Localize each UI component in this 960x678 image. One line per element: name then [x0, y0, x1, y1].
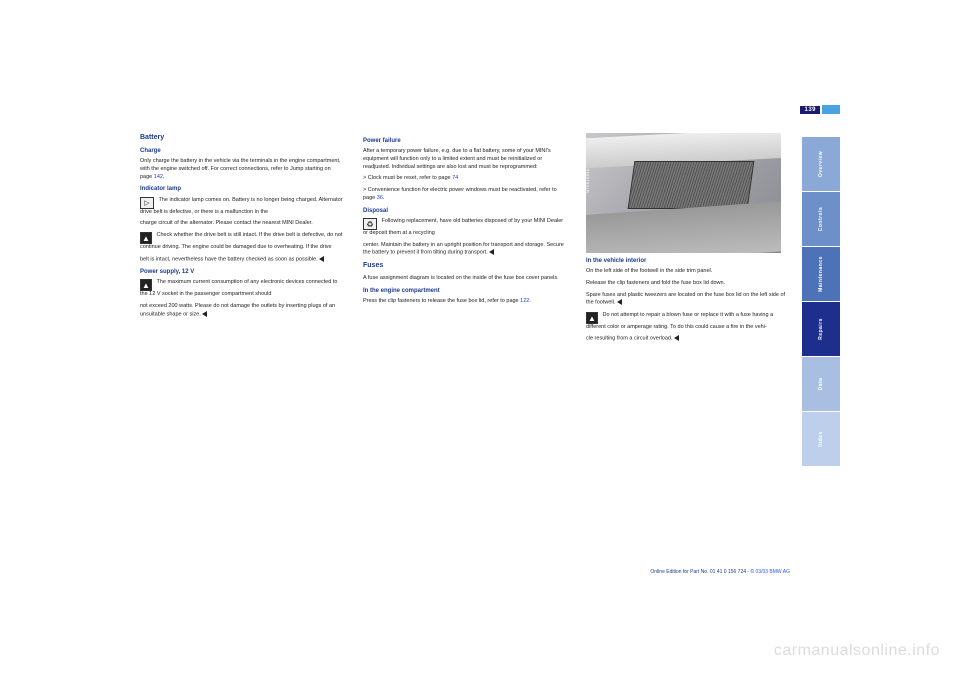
- page-accent: [822, 105, 840, 114]
- heading-power-12v: Power supply, 12 V: [140, 268, 343, 276]
- heading-battery: Battery: [140, 133, 343, 143]
- column-1: Battery Charge Only charge the battery i…: [140, 133, 343, 347]
- section-end-icon: [674, 335, 679, 341]
- warning-icon: ▲: [586, 312, 598, 324]
- page-link[interactable]: 142: [154, 174, 163, 180]
- text: ▷ The indicator lamp comes on. Battery i…: [140, 197, 343, 217]
- section-end-icon: [319, 256, 324, 262]
- watermark: carmanualsonline.info: [774, 642, 940, 660]
- text: After a temporary power failure, e.g. du…: [363, 148, 566, 171]
- column-2: Power failure After a temporary power fa…: [363, 133, 566, 347]
- bullet: > Clock must be reset, refer to page 74: [363, 175, 566, 183]
- side-tabs: Overview Controls Maintenance Repairs Da…: [802, 137, 840, 467]
- text: not exceed 200 watts. Please do not dama…: [140, 303, 343, 319]
- heading-indicator: Indicator lamp: [140, 185, 343, 193]
- footer: Online Edition for Part No. 01 41 0 156 …: [650, 569, 790, 575]
- heading-vehicle-interior: In the vehicle interior: [586, 257, 789, 265]
- text: center. Maintain the battery in an uprig…: [363, 242, 566, 258]
- text: ▲ The maximum current consumption of any…: [140, 279, 343, 299]
- figure-fuse-panel: [628, 161, 755, 209]
- warning-icon: ▲: [140, 279, 152, 291]
- text: Spare fuses and plastic tweezers are loc…: [586, 292, 789, 308]
- text: ▲ Check whether the drive belt is still …: [140, 232, 343, 252]
- columns: Battery Charge Only charge the battery i…: [140, 133, 790, 347]
- heading-fuses: Fuses: [363, 261, 566, 271]
- text: ▲ Do not attempt to repair a blown fuse …: [586, 312, 789, 332]
- text: Release the clip fasteners and fold the …: [586, 280, 789, 288]
- page-link[interactable]: 74: [452, 175, 458, 181]
- figure-code: M76K1694A: [586, 168, 591, 193]
- tab-index[interactable]: Index: [802, 412, 840, 466]
- tab-controls[interactable]: Controls: [802, 192, 840, 246]
- text: Press the clip fasteners to release the …: [363, 298, 566, 306]
- tab-repairs[interactable]: Repairs: [802, 302, 840, 356]
- column-3: M76K1694A In the vehicle interior On the…: [586, 133, 789, 347]
- fuse-box-figure: M76K1694A: [586, 133, 781, 253]
- page-number: 139: [800, 106, 820, 114]
- recycle-icon: ♻: [363, 218, 377, 230]
- manual-page: 139 Battery Charge Only charge the batte…: [140, 105, 840, 575]
- tab-overview[interactable]: Overview: [802, 137, 840, 191]
- page-number-bar: 139: [800, 105, 840, 114]
- text: cle resulting from a circuit overload.: [586, 335, 789, 343]
- tab-maintenance[interactable]: Maintenance: [802, 247, 840, 301]
- text: charge circuit of the alternator. Please…: [140, 220, 343, 228]
- heading-disposal: Disposal: [363, 207, 566, 215]
- battery-indicator-icon: ▷: [140, 197, 154, 209]
- text: On the left side of the footwell in the …: [586, 268, 789, 276]
- content-area: Battery Charge Only charge the battery i…: [140, 105, 790, 575]
- heading-power-failure: Power failure: [363, 137, 566, 145]
- warning-icon: ▲: [140, 232, 152, 244]
- tab-data[interactable]: Data: [802, 357, 840, 411]
- figure-dash-bottom: [586, 201, 781, 253]
- section-end-icon: [202, 311, 207, 317]
- page-link[interactable]: 122: [520, 298, 529, 304]
- section-end-icon: [617, 299, 622, 305]
- page-link[interactable]: 36: [377, 195, 383, 201]
- heading-charge: Charge: [140, 147, 343, 155]
- text: ♻ Following replacement, have old batter…: [363, 218, 566, 238]
- text: belt is intact, nevertheless have the ba…: [140, 256, 343, 264]
- section-end-icon: [489, 249, 494, 255]
- heading-engine-compartment: In the engine compartment: [363, 287, 566, 295]
- text: Only charge the battery in the vehicle v…: [140, 158, 343, 181]
- bullet: > Convenience function for electric powe…: [363, 187, 566, 202]
- text: A fuse assignment diagram is located on …: [363, 275, 566, 283]
